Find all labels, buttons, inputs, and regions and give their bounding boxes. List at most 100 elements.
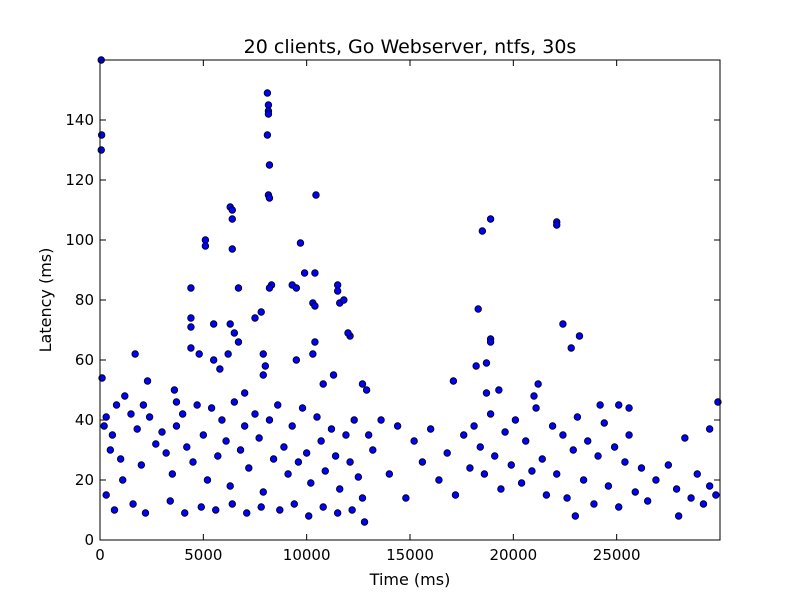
axis-ticks: 0 5000 10000 15000 20000 25000 0 20 40 60 80 100 120… xyxy=(65,60,720,564)
data-point xyxy=(228,206,236,214)
data-point xyxy=(265,416,274,424)
data-point xyxy=(296,239,305,247)
data-point xyxy=(189,458,197,466)
data-point xyxy=(579,476,588,484)
data-point xyxy=(482,359,491,367)
data-point xyxy=(672,485,681,493)
data-point xyxy=(449,377,458,385)
data-point xyxy=(207,404,216,412)
data-point xyxy=(354,473,363,481)
data-point xyxy=(712,491,720,499)
data-point xyxy=(497,485,505,493)
data-point xyxy=(346,458,354,466)
data-point xyxy=(329,371,338,379)
data-point xyxy=(162,449,170,457)
data-point xyxy=(319,503,327,511)
data-point xyxy=(548,422,557,430)
data-point xyxy=(596,401,604,409)
data-point xyxy=(532,404,540,412)
data-point xyxy=(385,470,394,478)
data-point xyxy=(102,491,110,499)
x-tick-label: 15000 xyxy=(386,546,434,564)
data-point xyxy=(327,425,336,433)
data-point xyxy=(193,401,201,409)
data-point xyxy=(168,470,177,478)
data-point xyxy=(418,458,427,466)
data-point xyxy=(333,509,342,517)
data-point xyxy=(482,389,491,397)
data-point xyxy=(199,431,208,439)
data-point xyxy=(284,470,292,478)
data-point xyxy=(511,416,520,424)
data-point xyxy=(298,404,307,412)
data-point xyxy=(265,161,274,169)
plot-frame xyxy=(99,59,721,541)
data-point xyxy=(100,422,108,430)
data-point xyxy=(257,503,265,511)
data-point xyxy=(143,377,152,385)
data-point xyxy=(119,476,127,484)
data-point xyxy=(230,398,239,406)
data-point xyxy=(259,488,267,496)
x-tick-label: 20000 xyxy=(489,546,537,564)
y-tick-label: 80 xyxy=(75,291,94,309)
data-point xyxy=(687,494,695,502)
data-point xyxy=(187,344,195,352)
data-point xyxy=(402,494,410,502)
data-point xyxy=(265,194,274,202)
y-tick-label: 40 xyxy=(75,411,94,429)
data-point xyxy=(240,422,249,430)
data-point xyxy=(333,287,342,295)
data-point xyxy=(112,401,121,409)
data-point xyxy=(261,362,270,370)
data-point xyxy=(567,344,575,352)
data-point xyxy=(292,356,301,364)
data-point xyxy=(110,506,119,514)
data-point xyxy=(292,284,301,292)
data-point xyxy=(364,431,373,439)
data-point xyxy=(234,338,243,346)
data-point xyxy=(312,191,320,199)
data-point xyxy=(476,443,484,451)
y-tick-label: 20 xyxy=(75,471,94,489)
data-point xyxy=(466,464,474,472)
data-point xyxy=(631,488,639,496)
data-point xyxy=(410,437,418,445)
data-point xyxy=(236,446,245,454)
y-tick-label: 120 xyxy=(65,171,94,189)
data-point xyxy=(486,338,495,346)
data-point xyxy=(358,494,367,502)
data-point xyxy=(226,320,234,328)
data-point xyxy=(517,479,526,487)
y-tick-label: 0 xyxy=(84,531,94,549)
data-point xyxy=(201,242,210,250)
data-point xyxy=(538,455,546,463)
data-point xyxy=(435,476,443,484)
data-point xyxy=(360,518,369,526)
data-point xyxy=(615,401,623,409)
y-tick-label: 60 xyxy=(75,351,94,369)
data-point xyxy=(426,425,435,433)
data-point xyxy=(393,422,402,430)
data-point xyxy=(230,329,239,337)
data-point xyxy=(590,500,598,508)
x-tick-label: 25000 xyxy=(593,546,641,564)
data-point xyxy=(369,446,377,454)
data-point xyxy=(443,449,451,457)
data-point xyxy=(259,371,267,379)
data-point xyxy=(625,431,633,439)
data-point xyxy=(274,401,282,409)
data-point xyxy=(317,437,325,445)
data-point xyxy=(472,362,480,370)
data-point xyxy=(197,503,205,511)
data-point xyxy=(166,497,174,505)
x-tick-label: 10000 xyxy=(283,546,331,564)
data-point xyxy=(218,416,226,424)
data-point xyxy=(486,215,495,223)
data-point xyxy=(674,512,683,520)
data-point xyxy=(610,443,619,451)
data-point xyxy=(141,509,150,517)
data-point xyxy=(255,434,263,442)
data-point xyxy=(251,410,259,418)
